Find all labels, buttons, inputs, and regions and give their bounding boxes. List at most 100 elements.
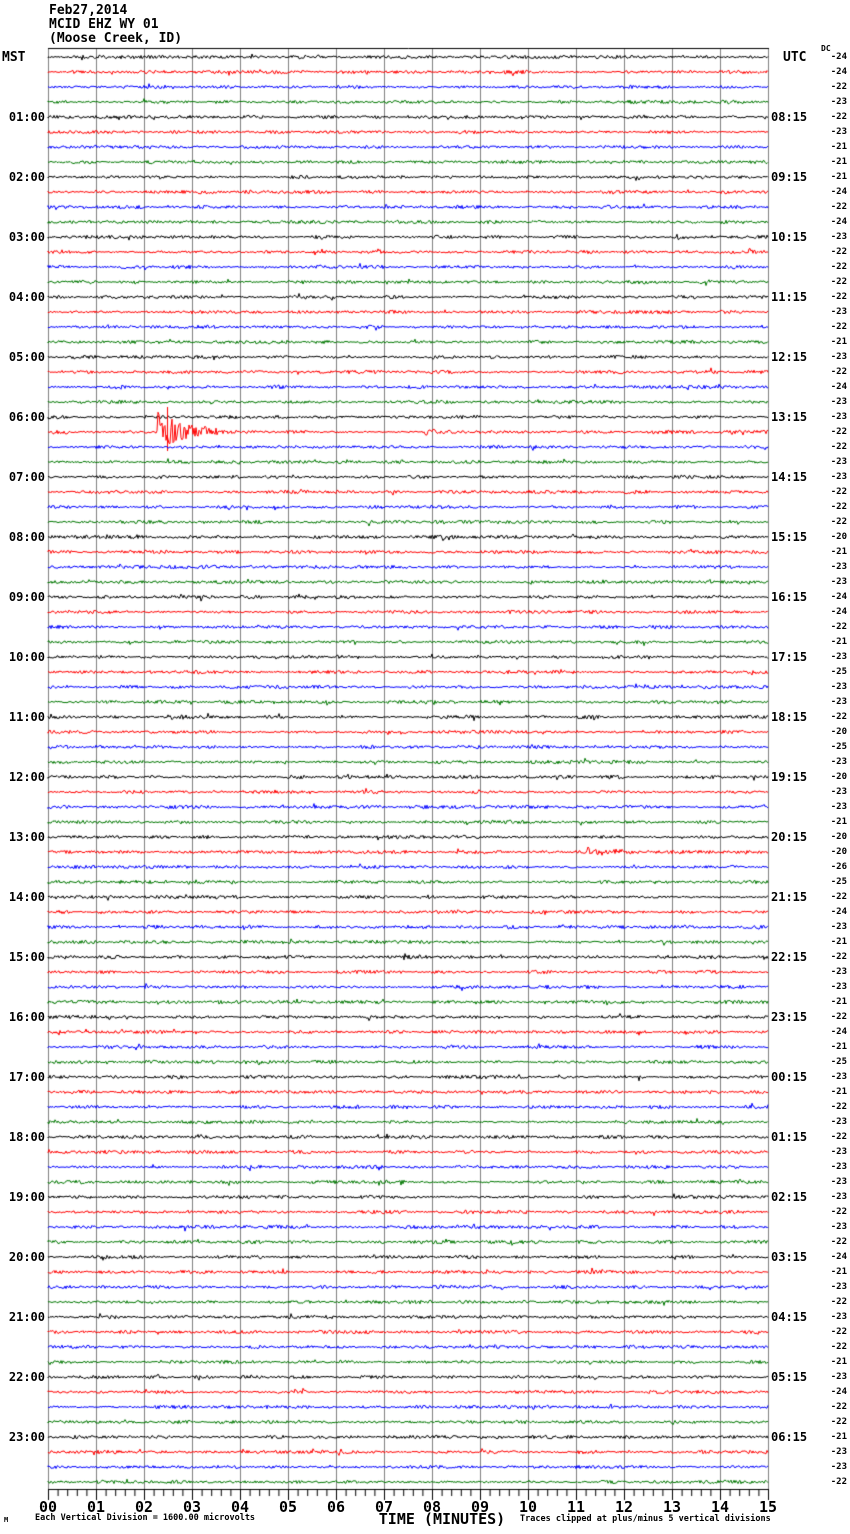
dc-offset-value: -22 <box>830 1237 847 1247</box>
dc-offset-value: -23 <box>830 1147 847 1157</box>
dc-offset-value: -22 <box>830 112 847 122</box>
dc-offset-value: -23 <box>830 412 847 422</box>
minute-tick-label: 07 <box>374 1498 394 1516</box>
dc-offset-value: -22 <box>830 277 847 287</box>
dc-offset-value: -26 <box>830 862 847 872</box>
minute-tick-label: 00 <box>38 1498 58 1516</box>
dc-offset-value: -23 <box>830 1072 847 1082</box>
utc-hour-label: 06:15 <box>771 1430 808 1444</box>
dc-offset-value: -21 <box>830 1357 847 1367</box>
minute-tick-label: 09 <box>470 1498 490 1516</box>
dc-offset-value: -22 <box>830 517 847 527</box>
dc-offset-value: -22 <box>830 442 847 452</box>
dc-offset-value: -20 <box>830 532 847 542</box>
dc-offset-value: -23 <box>830 967 847 977</box>
mst-hour-label: 21:00 <box>8 1310 45 1324</box>
dc-offset-value: -23 <box>830 232 847 242</box>
mst-hour-label: 09:00 <box>8 590 45 604</box>
dc-offset-value: -24 <box>830 382 847 392</box>
dc-offset-value: -22 <box>830 487 847 497</box>
dc-offset-value: -23 <box>830 1282 847 1292</box>
utc-hour-label: 13:15 <box>771 410 808 424</box>
dc-offset-value: -22 <box>830 247 847 257</box>
dc-offset-value: -23 <box>830 802 847 812</box>
utc-hour-label: 20:15 <box>771 830 808 844</box>
mst-hour-label: 15:00 <box>8 950 45 964</box>
station-location: (Moose Creek, ID) <box>49 31 183 46</box>
dc-offset-value: -23 <box>830 1117 847 1127</box>
dc-offset-value: -24 <box>830 52 847 62</box>
right-timezone-label: UTC <box>783 50 807 65</box>
dc-offset-value: -24 <box>830 1252 847 1262</box>
dc-offset-value: -23 <box>830 1222 847 1232</box>
utc-hour-label: 22:15 <box>771 950 808 964</box>
dc-offset-value: -22 <box>830 622 847 632</box>
minute-tick-label: 04 <box>230 1498 250 1516</box>
utc-hour-label: 16:15 <box>771 590 808 604</box>
mst-hour-label: 23:00 <box>8 1430 45 1444</box>
mst-hour-label: 17:00 <box>8 1070 45 1084</box>
dc-offset-value: -24 <box>830 187 847 197</box>
mst-hour-label: 08:00 <box>8 530 45 544</box>
utc-hour-label: 14:15 <box>771 470 808 484</box>
dc-offset-value: -21 <box>830 1267 847 1277</box>
dc-offset-value: -22 <box>830 202 847 212</box>
dc-offset-value: -22 <box>830 502 847 512</box>
dc-offset-value: -21 <box>830 547 847 557</box>
utc-hour-label: 00:15 <box>771 1070 808 1084</box>
dc-offset-value: -24 <box>830 1027 847 1037</box>
scale-footnote: Each Vertical Division = 1600.00 microvo… <box>35 1513 256 1523</box>
utc-hour-label: 01:15 <box>771 1130 808 1144</box>
dc-offset-value: -21 <box>830 1432 847 1442</box>
dc-offset-value: -24 <box>830 217 847 227</box>
utc-hour-label: 05:15 <box>771 1370 808 1384</box>
utc-hour-label: 10:15 <box>771 230 808 244</box>
dc-offset-value: -21 <box>830 637 847 647</box>
minute-tick-label: 14 <box>710 1498 730 1516</box>
dc-offset-value: -24 <box>830 67 847 77</box>
dc-offset-value: -23 <box>830 562 847 572</box>
utc-hour-label: 09:15 <box>771 170 808 184</box>
mst-hour-label: 07:00 <box>8 470 45 484</box>
dc-offset-value: -22 <box>830 1402 847 1412</box>
dc-offset-value: -23 <box>830 1372 847 1382</box>
dc-offset-value: -21 <box>830 157 847 167</box>
utc-hour-label: 03:15 <box>771 1250 808 1264</box>
minute-tick-label: 08 <box>422 1498 442 1516</box>
minute-tick-label: 11 <box>566 1498 586 1516</box>
dc-offset-value: -22 <box>830 322 847 332</box>
left-timezone-label: MST <box>2 50 26 65</box>
dc-offset-value: -22 <box>830 1417 847 1427</box>
dc-offset-value: -23 <box>830 787 847 797</box>
utc-hour-label: 18:15 <box>771 710 808 724</box>
dc-offset-value: -23 <box>830 1462 847 1472</box>
dc-offset-value: -22 <box>830 1132 847 1142</box>
dc-offset-value: -23 <box>830 1192 847 1202</box>
utc-hour-label: 15:15 <box>771 530 808 544</box>
utc-hour-label: 11:15 <box>771 290 808 304</box>
corner-mark: M <box>4 1516 9 1524</box>
minute-tick-label: 06 <box>326 1498 346 1516</box>
minute-tick-label: 13 <box>662 1498 682 1516</box>
utc-hour-label: 17:15 <box>771 650 808 664</box>
mst-hour-label: 01:00 <box>8 110 45 124</box>
dc-offset-value: -23 <box>830 682 847 692</box>
dc-offset-value: -23 <box>830 982 847 992</box>
minute-tick-label: 02 <box>134 1498 154 1516</box>
dc-offset-value: -21 <box>830 172 847 182</box>
mst-hour-label: 11:00 <box>8 710 45 724</box>
station-title: MCID EHZ WY 01 <box>49 17 159 32</box>
dc-offset-value: -24 <box>830 607 847 617</box>
dc-column-header: DC <box>821 44 831 53</box>
utc-hour-label: 04:15 <box>771 1310 808 1324</box>
dc-offset-value: -23 <box>830 1177 847 1187</box>
mst-hour-label: 19:00 <box>8 1190 45 1204</box>
x-axis-title: TIME (MINUTES) <box>378 1510 506 1528</box>
dc-offset-value: -23 <box>830 307 847 317</box>
dc-offset-value: -23 <box>830 1447 847 1457</box>
dc-offset-value: -22 <box>830 1102 847 1112</box>
mst-hour-label: 13:00 <box>8 830 45 844</box>
clipping-footnote: Traces clipped at plus/minus 5 vertical … <box>520 1514 771 1524</box>
dc-offset-value: -23 <box>830 472 847 482</box>
